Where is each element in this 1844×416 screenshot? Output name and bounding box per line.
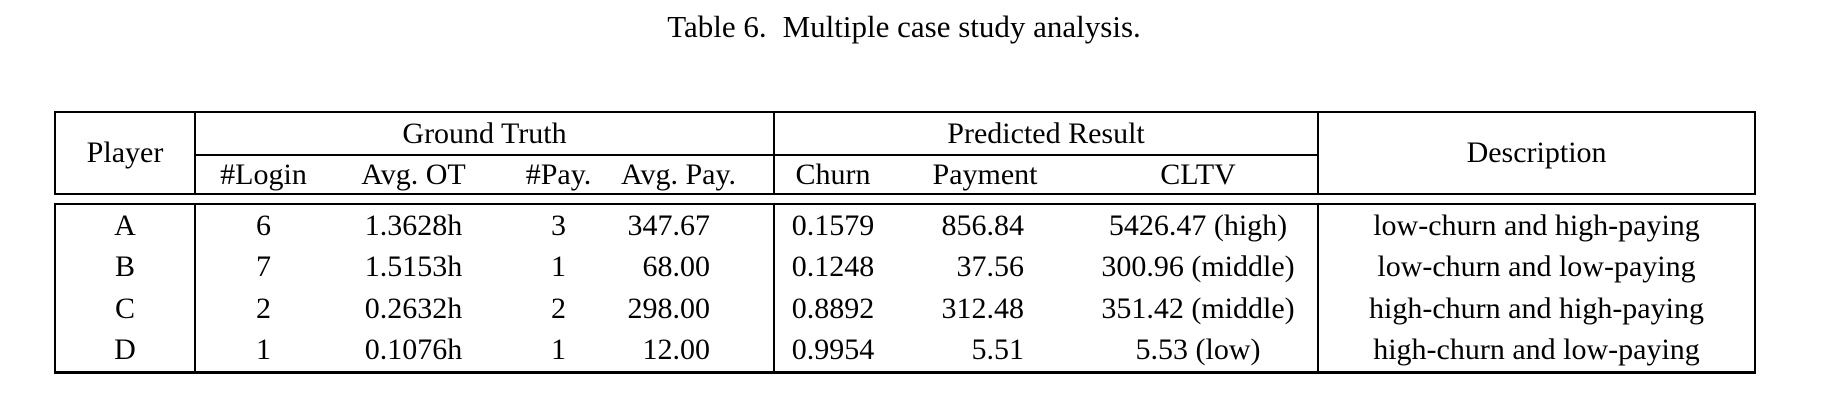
header-description: Description	[1466, 136, 1607, 169]
cell-avg-pay: 298.00	[621, 288, 775, 330]
cell-avg-ot: 1.3628h	[364, 208, 463, 242]
cell-login: 7	[256, 250, 271, 283]
cell-description: low-churn and high-paying	[1373, 208, 1700, 242]
cell-payment: 37.56	[956, 250, 1025, 283]
cell-player: D	[55, 330, 196, 372]
cell-cltv: 5.53 (low)	[1079, 330, 1319, 372]
cell-description: high-churn and high-paying	[1369, 292, 1704, 325]
cell-cltv: 5426.47 (high)	[1079, 204, 1319, 246]
cell-churn: 0.1248	[791, 250, 875, 283]
cell-churn: 0.9954	[791, 333, 875, 367]
cell-pay: 2	[551, 292, 566, 325]
cell-description: low-churn and low-paying	[1377, 250, 1696, 283]
table-row-d: D 1 0.1076h 1 12.00 0.9954 5.51 5.53 (lo…	[55, 330, 1755, 372]
cell-avg-ot: 0.1076h	[364, 333, 463, 367]
cell-payment: 312.48	[941, 292, 1025, 325]
header-login: #Login	[220, 157, 307, 191]
table-body: A 6 1.3628h 3 347.67 0.1579 856.84 5426.…	[54, 203, 1756, 374]
cell-pay: 3	[551, 208, 566, 242]
header-cltv: CLTV	[1079, 155, 1320, 194]
header-group-ground-truth: Ground Truth	[195, 112, 776, 156]
cell-avg-pay: 347.67	[621, 204, 775, 246]
header-pay: #Pay.	[525, 157, 592, 191]
header-avg-ot: Avg. OT	[361, 157, 466, 191]
table-row-a: A 6 1.3628h 3 347.67 0.1579 856.84 5426.…	[55, 204, 1755, 246]
header-payment: Payment	[932, 157, 1038, 191]
case-study-table: Player Ground Truth Predicted Result Des…	[54, 111, 1757, 374]
table-header: Player Ground Truth Predicted Result Des…	[54, 111, 1757, 195]
cell-avg-ot: 1.5153h	[364, 250, 463, 283]
cell-player: A	[55, 204, 196, 246]
cell-pay: 1	[551, 333, 566, 367]
header-churn: Churn	[795, 157, 871, 191]
header-avg-pay: Avg. Pay.	[621, 155, 776, 194]
header-player: Player	[55, 112, 196, 194]
cell-payment: 856.84	[941, 208, 1025, 242]
cell-churn: 0.8892	[791, 292, 875, 325]
cell-pay: 1	[551, 250, 566, 283]
cell-churn: 0.1579	[791, 208, 875, 242]
cell-avg-pay: 12.00	[621, 330, 775, 372]
cell-player: C	[55, 288, 196, 330]
cell-login: 2	[256, 292, 271, 325]
cell-avg-ot: 0.2632h	[364, 292, 463, 325]
table-caption: Table 6. Multiple case study analysis.	[54, 9, 1754, 45]
header-group-predicted-result: Predicted Result	[774, 112, 1320, 156]
table-caption-text: Multiple case study analysis.	[782, 9, 1141, 44]
cell-avg-pay: 68.00	[621, 246, 775, 288]
cell-description: high-churn and low-paying	[1373, 333, 1700, 367]
table-row-c: C 2 0.2632h 2 298.00 0.8892 312.48 351.4…	[55, 288, 1755, 330]
cell-cltv: 300.96 (middle)	[1079, 246, 1319, 288]
cell-player: B	[55, 246, 196, 288]
table-caption-label: Table 6.	[667, 9, 767, 44]
cell-cltv: 351.42 (middle)	[1079, 288, 1319, 330]
table-row-b: B 7 1.5153h 1 68.00 0.1248 37.56 300.96 …	[55, 246, 1755, 288]
cell-login: 1	[256, 333, 271, 367]
cell-payment: 5.51	[971, 333, 1025, 367]
cell-login: 6	[256, 208, 271, 242]
